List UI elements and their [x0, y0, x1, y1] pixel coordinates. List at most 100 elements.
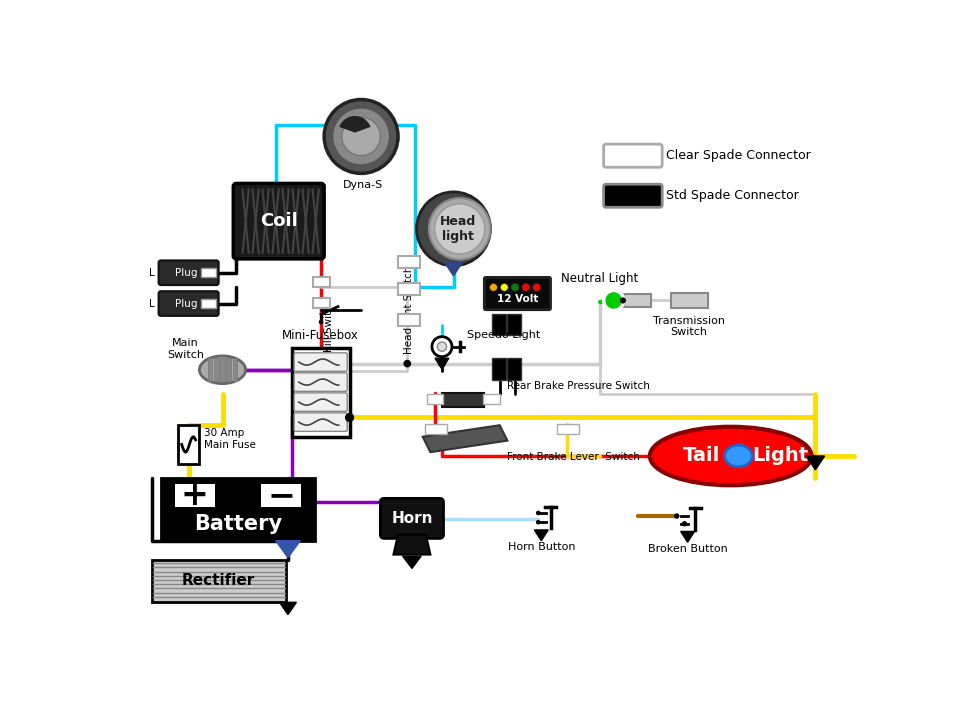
Ellipse shape [417, 192, 491, 266]
Circle shape [324, 99, 398, 174]
Bar [152, 560, 286, 603]
Bar [161, 477, 315, 541]
Ellipse shape [429, 198, 491, 260]
Bar [313, 298, 330, 308]
Text: −: − [267, 479, 295, 512]
Polygon shape [435, 359, 449, 369]
FancyBboxPatch shape [158, 261, 219, 285]
Bar [220, 359, 225, 382]
Bar [313, 276, 330, 287]
Bar [398, 256, 420, 268]
Circle shape [682, 521, 687, 526]
Text: Horn Button: Horn Button [508, 542, 575, 552]
Circle shape [512, 284, 519, 291]
Bar [558, 423, 579, 434]
Polygon shape [535, 530, 548, 541]
Bar [175, 484, 215, 507]
FancyBboxPatch shape [233, 184, 324, 259]
Bar [232, 359, 237, 382]
Bar [483, 394, 500, 405]
Text: Speedo Light: Speedo Light [467, 330, 540, 340]
Circle shape [620, 297, 626, 304]
Bar [398, 313, 420, 326]
Polygon shape [402, 556, 421, 568]
Text: Tail: Tail [683, 446, 720, 466]
Polygon shape [394, 534, 430, 554]
Bar [492, 313, 506, 335]
Text: L: L [149, 268, 155, 278]
Circle shape [536, 510, 540, 516]
Text: Head
light: Head light [440, 215, 476, 243]
Text: Battery: Battery [194, 514, 282, 534]
Circle shape [604, 290, 624, 310]
Circle shape [438, 360, 445, 367]
Circle shape [536, 520, 540, 525]
Polygon shape [444, 262, 463, 276]
Ellipse shape [650, 427, 811, 485]
Bar [671, 293, 708, 308]
Text: Neutral Light: Neutral Light [562, 272, 638, 285]
Text: Plug: Plug [175, 268, 198, 278]
Text: L: L [149, 299, 155, 309]
Bar [227, 359, 231, 382]
Text: Rectifier: Rectifier [182, 573, 255, 588]
Bar [214, 359, 219, 382]
Text: Front Brake Lever  Switch: Front Brake Lever Switch [508, 452, 640, 462]
Text: Light: Light [753, 446, 809, 466]
Ellipse shape [200, 356, 246, 384]
Circle shape [533, 284, 540, 291]
Polygon shape [422, 426, 508, 452]
Text: 30 Amp: 30 Amp [204, 428, 244, 438]
Bar [508, 359, 521, 379]
Text: Transmission
Switch: Transmission Switch [653, 316, 725, 338]
Circle shape [490, 284, 497, 291]
Circle shape [522, 284, 530, 291]
Bar [425, 423, 446, 434]
Bar [398, 283, 420, 295]
Polygon shape [276, 541, 300, 557]
Circle shape [345, 413, 354, 422]
Polygon shape [279, 603, 297, 615]
Text: Headlight Switch: Headlight Switch [404, 266, 414, 354]
FancyBboxPatch shape [484, 277, 550, 310]
Circle shape [403, 360, 411, 367]
Circle shape [432, 337, 452, 356]
Circle shape [319, 320, 324, 324]
Text: Mini-Fusebox: Mini-Fusebox [282, 329, 359, 342]
FancyBboxPatch shape [294, 413, 348, 431]
Circle shape [332, 107, 390, 166]
Ellipse shape [725, 445, 753, 467]
FancyBboxPatch shape [294, 393, 348, 411]
Text: Std Spade Connector: Std Spade Connector [666, 189, 799, 202]
Polygon shape [681, 531, 694, 542]
FancyBboxPatch shape [294, 353, 348, 372]
Bar [508, 313, 521, 335]
Text: Dyna-S: Dyna-S [343, 179, 383, 189]
FancyBboxPatch shape [604, 144, 662, 167]
FancyBboxPatch shape [380, 498, 444, 539]
Bar [208, 359, 212, 382]
Ellipse shape [435, 204, 485, 254]
Text: Plug: Plug [175, 299, 198, 309]
FancyBboxPatch shape [604, 184, 662, 207]
Bar [442, 393, 484, 407]
Text: Main Fuse: Main Fuse [204, 440, 256, 450]
Text: Kill Switch: Kill Switch [324, 298, 334, 352]
Text: Rear Brake Pressure Switch: Rear Brake Pressure Switch [507, 382, 650, 391]
Bar [178, 426, 200, 464]
Bar [201, 299, 216, 308]
Bar [426, 394, 444, 405]
Polygon shape [806, 456, 825, 470]
Circle shape [674, 513, 680, 518]
Bar [292, 348, 349, 437]
Circle shape [500, 284, 508, 291]
Bar [201, 268, 216, 277]
Text: Clear Spade Connector: Clear Spade Connector [666, 149, 811, 162]
Circle shape [342, 117, 380, 156]
Wedge shape [339, 116, 371, 132]
Text: +: + [180, 479, 208, 512]
Text: Horn: Horn [391, 511, 433, 526]
FancyBboxPatch shape [294, 373, 348, 391]
Text: 12 Volt: 12 Volt [496, 294, 539, 304]
Bar [261, 484, 301, 507]
